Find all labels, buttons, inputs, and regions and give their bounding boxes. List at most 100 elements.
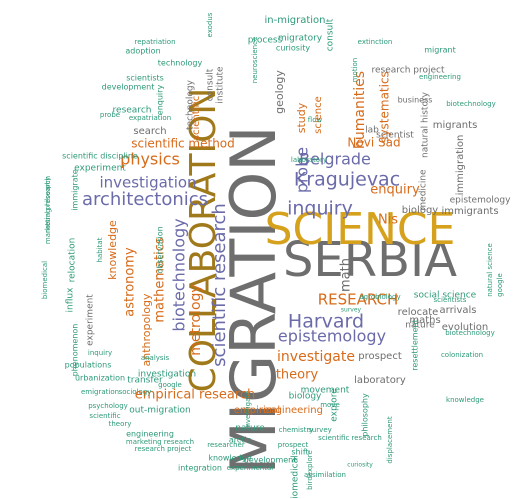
cloud-word: experiment	[74, 164, 126, 174]
cloud-word: arrivals	[440, 305, 477, 316]
cloud-word: influx	[66, 287, 76, 313]
cloud-word: Harvard	[288, 311, 364, 333]
cloud-word: experiment	[86, 294, 96, 346]
cloud-word: architectonics	[82, 189, 208, 210]
cloud-word: extinction	[358, 38, 393, 46]
cloud-word: technology	[158, 59, 203, 68]
cloud-word: biomedical	[291, 455, 301, 499]
cloud-word: epistemology	[450, 196, 511, 206]
cloud-word: development	[102, 83, 155, 92]
cloud-word: systematics	[378, 71, 392, 143]
cloud-word: scientific	[191, 96, 202, 140]
cloud-word: neuroscience	[251, 37, 259, 84]
cloud-word: business	[398, 96, 433, 105]
cloud-word: expatriation	[129, 114, 171, 122]
cloud-word: marketing research	[44, 176, 52, 244]
cloud-word: colonization	[441, 351, 483, 359]
cloud-word: enquiry	[156, 85, 165, 116]
cloud-word: mathematics	[153, 237, 168, 322]
cloud-word: natural philosophy	[45, 177, 52, 233]
cloud-word: explore	[330, 388, 340, 422]
cloud-word: search	[133, 126, 166, 137]
cloud-word: humanities	[352, 71, 368, 149]
cloud-word: social science	[414, 291, 477, 301]
cloud-word: immigrate	[71, 169, 80, 210]
cloud-word: knowledge	[106, 220, 119, 280]
cloud-word: MIGRATION	[217, 125, 290, 474]
cloud-word: migrant	[424, 46, 456, 55]
cloud-word: lab	[365, 126, 379, 136]
cloud-word: adoption	[125, 47, 160, 56]
cloud-word: biotechnology	[446, 100, 496, 108]
cloud-word: scientific research	[209, 203, 230, 367]
cloud-word: prospect	[278, 441, 309, 449]
cloud-word: empirical research	[135, 388, 256, 403]
cloud-word: geology	[273, 70, 286, 114]
cloud-word: knowledge	[446, 396, 484, 404]
cloud-word: Kragujevac	[294, 169, 400, 191]
cloud-word: investigation	[138, 370, 196, 380]
cloud-word: immigrants	[441, 206, 498, 217]
cloud-word: assimilation	[304, 471, 346, 479]
cloud-word: COLLABORATION	[183, 88, 224, 393]
cloud-word: anthropology	[140, 293, 153, 366]
cloud-word: analysis	[141, 354, 170, 362]
cloud-word: out-migration	[129, 406, 190, 416]
cloud-word: scientists	[434, 296, 467, 304]
cloud-word: curiosity	[347, 462, 373, 469]
cloud-word: Belgrade	[299, 150, 371, 169]
cloud-word: scientists	[126, 74, 164, 83]
cloud-word: investigate	[277, 349, 355, 365]
cloud-word: metrology	[188, 284, 204, 355]
cloud-word: displacement	[386, 416, 394, 463]
cloud-word: maths	[409, 315, 440, 326]
cloud-word: research project	[135, 445, 192, 453]
cloud-word: consult	[326, 18, 336, 51]
cloud-word: motion	[351, 58, 359, 83]
cloud-word: google	[496, 273, 504, 297]
cloud-word: flow	[308, 116, 323, 124]
cloud-word: astronomy	[123, 247, 138, 317]
cloud-word: natural science	[486, 243, 494, 297]
cloud-word: survey	[308, 426, 332, 434]
cloud-word: inquiry	[287, 198, 353, 220]
cloud-word: habitat	[96, 237, 104, 262]
cloud-word: philosophy	[361, 393, 370, 437]
cloud-word: phenomenon	[71, 324, 80, 377]
cloud-word: SERBIA	[283, 232, 457, 288]
cloud-word: institute	[216, 66, 226, 104]
cloud-word: biology	[289, 392, 322, 402]
cloud-word: scientist	[376, 131, 414, 141]
cloud-word: knowledge	[208, 454, 251, 463]
cloud-word: medicine	[419, 169, 429, 211]
cloud-word: relocate	[398, 307, 439, 318]
cloud-word: google	[158, 381, 182, 389]
cloud-word: sociology	[119, 388, 152, 396]
cloud-word: survey	[341, 307, 362, 314]
cloud-word: experimental	[227, 464, 273, 472]
cloud-word: exodus	[206, 12, 214, 37]
cloud-word: populations	[65, 361, 112, 370]
cloud-word: marketing research	[126, 438, 194, 446]
cloud-word: scientific discipline	[62, 152, 138, 161]
cloud-word: curiosity	[276, 44, 310, 53]
cloud-word: arctic	[229, 436, 251, 445]
cloud-word: physics	[120, 150, 180, 169]
cloud-word: study	[295, 102, 308, 133]
cloud-word: laboratory	[354, 375, 406, 386]
cloud-word: consult	[206, 68, 216, 101]
cloud-word: nature	[405, 321, 435, 331]
cloud-word: biology	[402, 205, 438, 216]
cloud-word: inquiry	[88, 349, 112, 357]
cloud-word: theory	[276, 368, 319, 383]
cloud-word: in-migration	[265, 15, 326, 26]
cloud-word: investigate	[244, 391, 252, 430]
cloud-word: SCIENCE	[265, 204, 456, 255]
cloud-word: integration	[178, 464, 222, 473]
cloud-word: repatriation	[134, 38, 175, 46]
cloud-word: birdexplore	[306, 450, 314, 490]
cloud-word: biomedical	[41, 261, 49, 299]
cloud-word: immigration	[455, 135, 466, 196]
cloud-word: empirical	[234, 405, 280, 416]
